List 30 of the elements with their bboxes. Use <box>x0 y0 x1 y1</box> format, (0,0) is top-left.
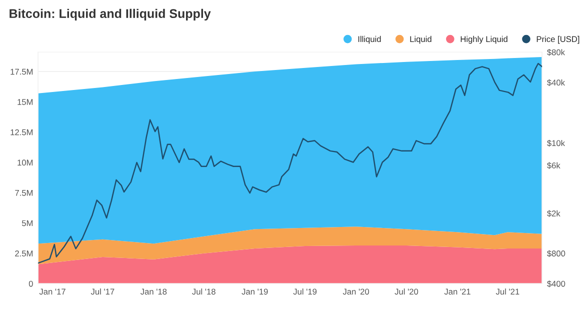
y-tick-label: 7.5M <box>15 190 33 196</box>
y-tick-label: 2.5M <box>15 250 33 256</box>
legend-label: Illiquid <box>358 36 381 44</box>
y2-tick-label: $800 <box>547 250 566 257</box>
legend-label: Price [USD] <box>536 36 580 44</box>
y2-tick-label: $80k <box>547 49 565 56</box>
x-tick-label: Jul '17 <box>90 288 114 295</box>
x-tick-label: Jul '19 <box>293 288 317 295</box>
x-tick-label: Jan '18 <box>140 288 167 295</box>
y-tick-label: 17.5M <box>10 68 33 75</box>
x-tick-label: Jan '20 <box>342 288 370 295</box>
y-tick-label: 5M <box>22 220 33 226</box>
y-tick-label: 15M <box>18 99 33 105</box>
y-tick-label: 0 <box>28 280 33 287</box>
x-tick-label: Jan '21 <box>444 288 470 295</box>
chart-title: Bitcoin: Liquid and Illiquid Supply <box>10 8 211 20</box>
x-tick-label: Jan '19 <box>242 288 268 295</box>
legend-label: Liquid <box>410 36 432 44</box>
y-tick-label: 12.5M <box>10 129 33 136</box>
y2-tick-label: $10k <box>547 140 565 147</box>
x-tick-label: Jul '21 <box>496 288 520 295</box>
x-tick-label: Jul '20 <box>394 288 418 295</box>
x-tick-label: Jan '17 <box>39 288 66 295</box>
y2-tick-label: $2k <box>547 210 560 217</box>
y2-tick-label: $40k <box>547 79 565 86</box>
legend-label: Highly Liquid <box>460 36 508 44</box>
y-tick-label: 10M <box>18 160 33 166</box>
y2-tick-label: $6k <box>547 162 560 169</box>
y2-tick-label: $400 <box>547 280 566 288</box>
x-tick-label: Jul '18 <box>192 288 216 295</box>
